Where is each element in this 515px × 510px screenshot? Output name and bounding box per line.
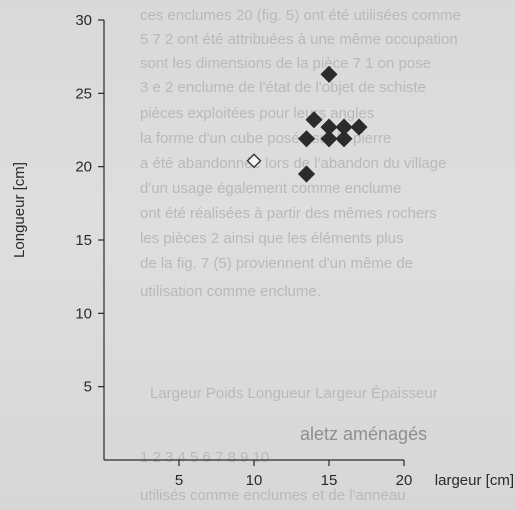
ghost-text-line: les pièces 2 ainsi que les éléments plus <box>140 230 403 247</box>
y-tick-label: 5 <box>84 379 92 396</box>
ghost-text-line: 3 e 2 enclume de l'état de l'objet de sc… <box>140 79 426 96</box>
x-tick-label: 20 <box>396 472 413 489</box>
filled-diamond-point <box>350 118 368 136</box>
ghost-text-line: Largeur Poids Longueur Largeur Épaisseur <box>150 385 438 402</box>
y-tick-label: 30 <box>75 12 92 29</box>
x-tick-label: 5 <box>175 472 183 489</box>
ghost-text-line: 5 7 2 ont été attribuées à une même occu… <box>140 31 458 48</box>
filled-diamond-point <box>297 130 316 148</box>
ghost-text-line: utilisation comme enclume. <box>140 283 321 300</box>
ghost-text-line: ont été réalisées à partir des mêmes roc… <box>140 205 437 222</box>
ghost-text-line: d'un usage également comme enclume <box>140 180 401 197</box>
ghost-text-line: de la fig. 7 (5) proviennent d'un même d… <box>140 255 413 272</box>
data-points <box>246 65 368 183</box>
x-axis-ticks: 5 10 15 20 <box>175 460 413 489</box>
y-tick-label: 20 <box>75 159 92 176</box>
filled-diamond-point <box>305 111 323 129</box>
filled-diamond-point <box>320 130 338 148</box>
y-axis-title: Longueur [cm] <box>11 162 28 258</box>
open-diamond-point <box>246 153 262 169</box>
filled-diamond-point <box>335 130 353 148</box>
y-axis-ticks: 5 10 15 20 25 30 <box>75 12 104 396</box>
filled-diamond-point <box>320 65 338 83</box>
y-tick-label: 10 <box>75 305 92 322</box>
background-show-through-text: ces enclumes 20 (fig. 5) ont été utilisé… <box>140 7 461 504</box>
ghost-text-line: 1 2 3 4 5 6 7 8 9 10 <box>140 449 269 466</box>
ghost-text-line: ces enclumes 20 (fig. 5) ont été utilisé… <box>140 7 461 24</box>
ghost-text-line: a été abandonnée lors de l'abandon du vi… <box>140 155 446 172</box>
filled-diamond-point <box>297 165 316 183</box>
y-tick-label: 25 <box>75 85 92 102</box>
ghost-text-line: utilisés comme enclumes et de l'anneau <box>140 487 406 504</box>
ghost-heading: aletz aménagés <box>300 424 427 444</box>
y-tick-label: 15 <box>75 232 92 249</box>
ghost-text-line: sont les dimensions de la pièce 7 1 on p… <box>140 55 431 72</box>
x-axis-title: largeur [cm] <box>435 472 514 489</box>
ghost-text-line: la forme d'un cube posée sur la pierre <box>140 130 391 147</box>
ghost-text-line: pièces exploitées pour leurs angles <box>140 105 374 122</box>
x-tick-label: 10 <box>246 472 263 489</box>
x-tick-label: 15 <box>321 472 338 489</box>
